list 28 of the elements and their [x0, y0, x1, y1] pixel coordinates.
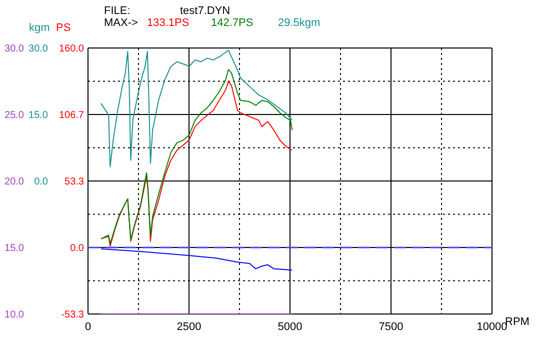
- y-tick-label: 160.0: [58, 44, 84, 55]
- text: MAX->: [104, 17, 138, 29]
- y2-tick-label: 30.0: [28, 44, 48, 55]
- x-tick-label: 10000: [476, 320, 508, 333]
- text: test7.DYN: [180, 5, 230, 17]
- x-tick-label: 0: [84, 320, 92, 333]
- y2-tick-label: 15.0: [28, 110, 48, 122]
- y-tick-label: 53.3: [64, 176, 84, 188]
- y2-tick-label: 0.0: [34, 176, 48, 188]
- text: 133.1PS: [147, 17, 190, 29]
- line-series: [100, 248, 293, 271]
- x-tick-label: 5000: [278, 320, 302, 333]
- y3-tick-label: 15.0: [4, 243, 24, 254]
- y3-tick-label: 10.0: [4, 310, 24, 321]
- y-axis-title: PS: [56, 22, 71, 34]
- y-tick-label: 0.0: [70, 243, 84, 254]
- text: 142.7PS: [211, 17, 254, 29]
- x-tick-label: 7500: [378, 320, 404, 333]
- text: 29.5kgm: [278, 17, 320, 29]
- y3-tick-label: 20.0: [4, 176, 24, 188]
- x-tick-label: 2500: [176, 320, 202, 333]
- y-tick-label: 106.7: [58, 110, 84, 122]
- y-tick-label: -53.3: [61, 310, 84, 321]
- y3-tick-label: 30.0: [4, 44, 24, 55]
- text: FILE:: [104, 5, 130, 17]
- y2-axis-title: kgm: [29, 22, 50, 34]
- line-series: [100, 50, 293, 168]
- y3-tick-label: 25.0: [4, 110, 24, 122]
